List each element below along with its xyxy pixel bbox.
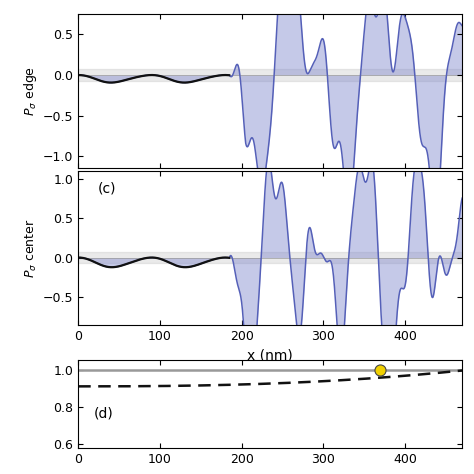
X-axis label: x (nm): x (nm): [247, 348, 293, 362]
Bar: [78, 69, 462, 81]
Y-axis label: $P_\sigma$ edge: $P_\sigma$ edge: [22, 66, 39, 116]
Bar: [78, 252, 462, 263]
Text: (d): (d): [93, 406, 113, 420]
Text: (c): (c): [98, 182, 116, 195]
Y-axis label: $P_\sigma$ center: $P_\sigma$ center: [24, 218, 39, 277]
